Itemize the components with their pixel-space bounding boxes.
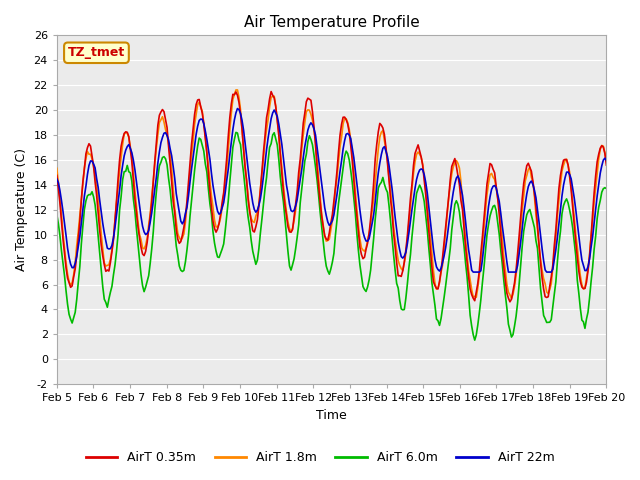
Text: TZ_tmet: TZ_tmet — [68, 46, 125, 59]
Y-axis label: Air Temperature (C): Air Temperature (C) — [15, 148, 28, 271]
X-axis label: Time: Time — [316, 409, 347, 422]
Legend: AirT 0.35m, AirT 1.8m, AirT 6.0m, AirT 22m: AirT 0.35m, AirT 1.8m, AirT 6.0m, AirT 2… — [81, 446, 559, 469]
Title: Air Temperature Profile: Air Temperature Profile — [244, 15, 419, 30]
